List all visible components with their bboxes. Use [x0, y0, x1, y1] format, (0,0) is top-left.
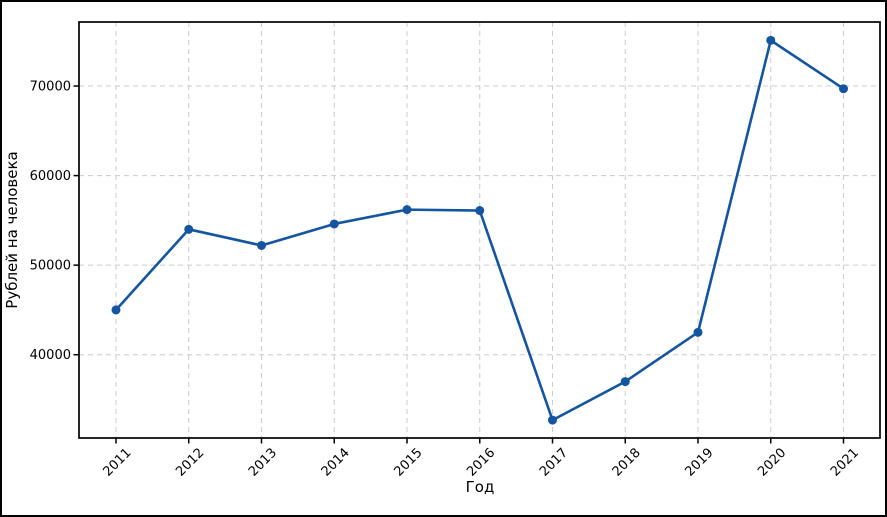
y-tick-label: 40000	[30, 348, 71, 363]
data-point-2018	[620, 377, 630, 387]
data-point-2016	[475, 206, 485, 216]
x-tick-label: 2015	[392, 446, 426, 480]
x-tick-label: 2018	[610, 446, 644, 480]
x-tick-label: 2012	[173, 446, 207, 480]
x-tick-label: 2020	[755, 446, 789, 480]
data-series	[111, 35, 848, 425]
x-tick-label: 2016	[464, 446, 498, 480]
data-point-2013	[257, 240, 266, 250]
x-tick-label: 2021	[828, 446, 862, 480]
x-tick-label: 2014	[319, 446, 353, 480]
x-tick-label: 2019	[683, 446, 717, 480]
grid	[79, 22, 880, 438]
x-tick-label: 2011	[101, 446, 135, 480]
data-point-2021	[839, 84, 848, 94]
data-point-2011	[111, 305, 121, 315]
x-tick-label: 2013	[246, 446, 280, 480]
data-point-2019	[693, 327, 703, 337]
y-axis-label: Рублей на человека	[3, 151, 21, 308]
x-axis-label: Год	[466, 478, 495, 496]
axes: 2011 2012 2013 2014 2015 2016 2017 2018 2019 2020…	[30, 21, 881, 480]
y-tick-label: 70000	[30, 80, 71, 95]
data-point-2012	[184, 224, 194, 234]
data-point-2014	[329, 219, 339, 229]
plot-frame	[78, 21, 881, 439]
data-point-2015	[402, 205, 412, 215]
y-tick-label: 60000	[30, 169, 71, 184]
x-tick-label: 2017	[537, 446, 571, 480]
data-point-2020	[766, 35, 776, 45]
y-tick-label: 50000	[30, 259, 71, 274]
data-point-2017	[548, 415, 557, 425]
